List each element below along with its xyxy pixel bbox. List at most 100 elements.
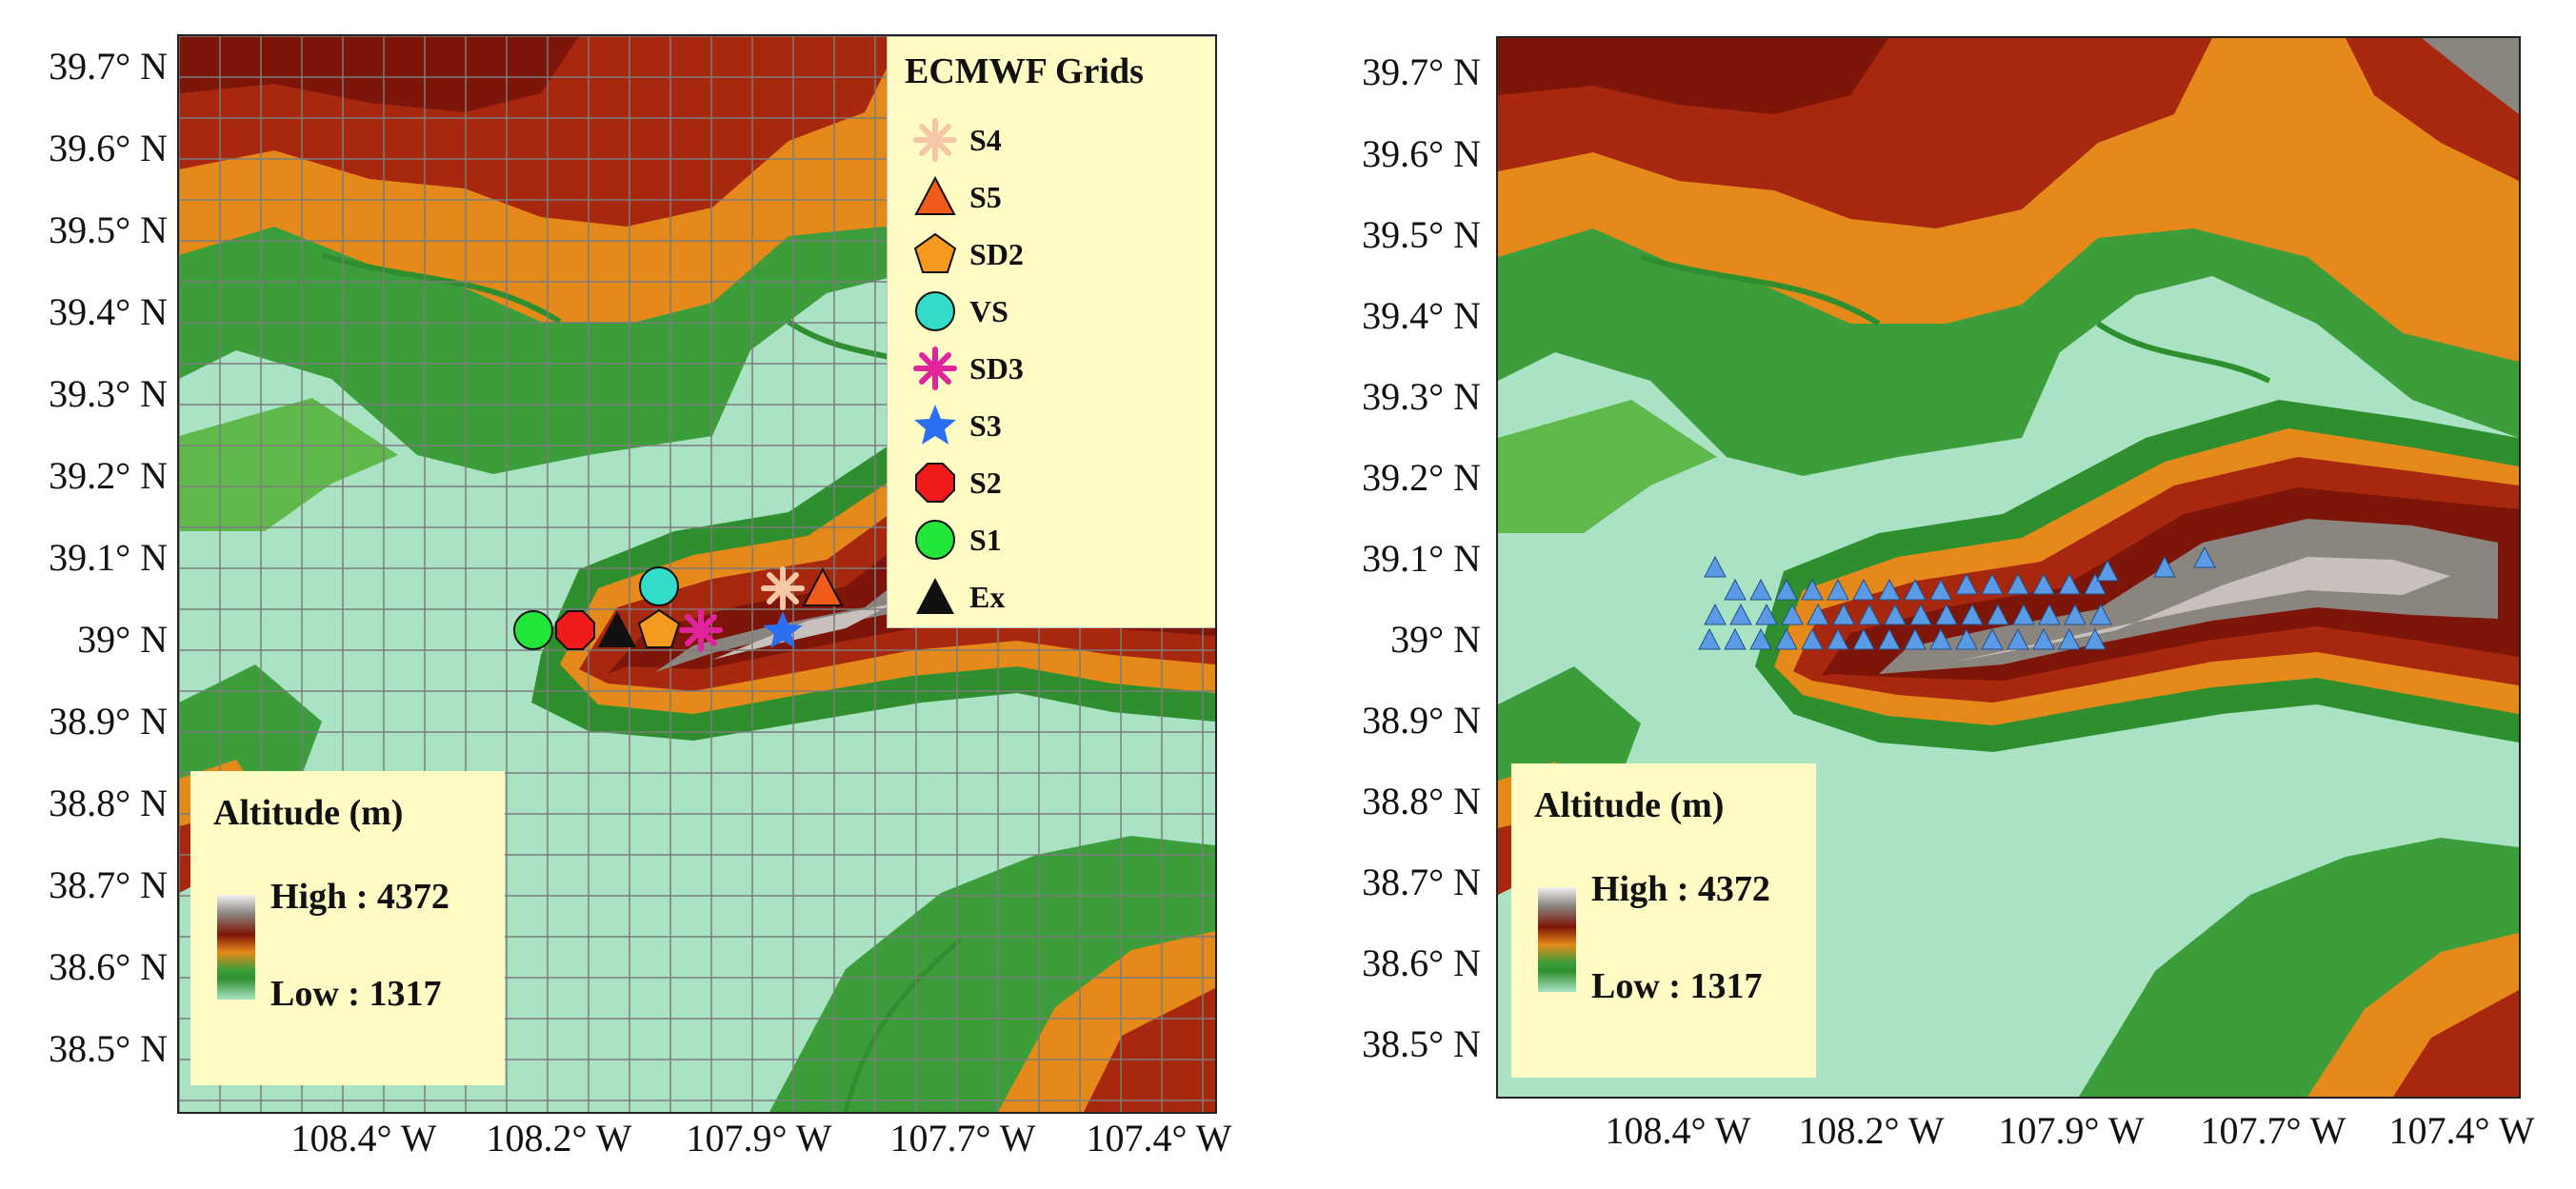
- y-tick-label: 38.8° N: [1338, 783, 1481, 821]
- legend-label: S3: [969, 408, 1002, 444]
- y-tick-label: 39.6° N: [1338, 135, 1481, 173]
- legend-item-ex: Ex: [909, 570, 1194, 624]
- asterisk-marker-icon: [909, 342, 962, 395]
- legend-label: S1: [969, 523, 1002, 558]
- station-triangle-marker: [1956, 574, 1977, 594]
- station-triangle-marker: [1776, 629, 1797, 649]
- y-tick-label: 39.4° N: [25, 293, 168, 331]
- y-tick-label: 38.6° N: [1338, 944, 1481, 982]
- station-triangle-marker: [2090, 604, 2111, 624]
- station-triangle-marker: [2194, 547, 2215, 567]
- y-tick-label: 38.7° N: [25, 866, 168, 904]
- legend-label: S4: [969, 123, 1002, 158]
- right-terrain-map: Altitude (m) High : 4372 Low : 1317: [1496, 36, 2521, 1099]
- y-tick-label: 38.5° N: [1338, 1025, 1481, 1063]
- station-triangle-marker: [1750, 629, 1771, 649]
- station-triangle-marker: [2097, 561, 2118, 581]
- station-triangle-marker: [1750, 580, 1771, 600]
- station-triangle-marker: [1725, 629, 1746, 649]
- station-triangle-marker: [1807, 604, 1828, 624]
- legend-label: Ex: [969, 580, 1005, 615]
- station-triangle-marker: [1776, 580, 1797, 600]
- legend-label: SD3: [969, 351, 1024, 386]
- x-tick-label: 107.4° W: [1064, 1120, 1254, 1158]
- circle-marker-icon: [909, 285, 962, 338]
- station-triangle-marker: [1756, 604, 1777, 624]
- legend-item-sd2: SD2: [909, 228, 1194, 281]
- triangle-marker-icon: [909, 570, 962, 624]
- station-triangle-marker: [2039, 604, 2060, 624]
- legend-item-s2: S2: [909, 456, 1194, 509]
- station-triangle-marker: [1782, 604, 1803, 624]
- octagon-marker-icon: [909, 456, 962, 509]
- x-tick-label: 108.2° W: [1776, 1112, 1967, 1150]
- s1-map-marker: [514, 611, 552, 649]
- y-tick-label: 39.2° N: [1338, 459, 1481, 497]
- legend-item-s5: S5: [909, 170, 1194, 224]
- y-tick-label: 38.9° N: [1338, 702, 1481, 740]
- station-triangle-marker: [2059, 574, 2080, 594]
- circle-marker-icon: [909, 513, 962, 566]
- legend-item-vs: VS: [909, 285, 1194, 338]
- altitude-legend: Altitude (m) High : 4372 Low : 1317: [190, 771, 505, 1085]
- triangle-marker-icon: [909, 170, 962, 224]
- station-triangle-marker: [2007, 629, 2028, 649]
- station-triangle-marker: [1725, 580, 1746, 600]
- station-triangle-marker: [2065, 604, 2086, 624]
- altitude-color-ramp: [217, 895, 255, 1000]
- station-triangle-marker: [1956, 629, 1977, 649]
- station-triangle-marker: [1905, 629, 1926, 649]
- sd3-map-marker: [682, 611, 720, 649]
- y-tick-label: 39° N: [1338, 621, 1481, 659]
- station-triangle-marker: [1905, 580, 1926, 600]
- altitude-high-label: High : 4372: [1591, 868, 1770, 910]
- station-triangle-marker: [1962, 604, 1983, 624]
- station-triangle-marker: [1853, 629, 1874, 649]
- altitude-legend-title: Altitude (m): [1534, 784, 1724, 826]
- station-triangle-marker: [1936, 604, 1957, 624]
- y-tick-label: 38.5° N: [25, 1030, 168, 1068]
- station-triangle-marker: [1699, 629, 1720, 649]
- station-triangle-marker: [2007, 574, 2028, 594]
- y-tick-label: 38.7° N: [1338, 863, 1481, 902]
- x-tick-label: 107.4° W: [2366, 1112, 2557, 1150]
- y-tick-label: 39.7° N: [25, 48, 168, 86]
- y-tick-label: 38.8° N: [25, 784, 168, 822]
- station-triangle-marker: [1802, 580, 1823, 600]
- legend-label: S5: [969, 180, 1002, 215]
- left-map-panel: 39.7° N 39.6° N 39.5° N 39.4° N 39.3° N …: [0, 0, 1276, 1189]
- x-tick-label: 107.9° W: [664, 1120, 854, 1158]
- station-triangle-marker: [1982, 629, 2003, 649]
- altitude-low-label: Low : 1317: [270, 973, 441, 1015]
- pentagon-marker-icon: [909, 228, 962, 281]
- x-tick-label: 108.4° W: [1583, 1112, 1773, 1150]
- y-tick-label: 39° N: [25, 621, 168, 659]
- station-triangle-marker: [1705, 604, 1726, 624]
- y-tick-label: 39.4° N: [1338, 297, 1481, 335]
- legend-label: S2: [969, 466, 1002, 501]
- station-triangle-marker: [2013, 604, 2034, 624]
- station-triangle-marker: [2154, 557, 2175, 577]
- altitude-high-label: High : 4372: [270, 876, 449, 918]
- x-tick-label: 107.7° W: [868, 1120, 1058, 1158]
- x-tick-label: 107.7° W: [2178, 1112, 2368, 1150]
- star-marker-icon: [909, 399, 962, 452]
- y-tick-label: 39.1° N: [1338, 540, 1481, 578]
- legend-label: VS: [969, 294, 1008, 329]
- legend-item-s1: S1: [909, 513, 1194, 566]
- s2-map-marker: [556, 611, 594, 649]
- station-triangle-marker: [1833, 604, 1854, 624]
- station-triangle-marker: [1802, 629, 1823, 649]
- station-triangle-marker: [1930, 629, 1951, 649]
- s4-map-marker: [764, 569, 802, 607]
- altitude-legend-title: Altitude (m): [213, 792, 403, 834]
- ecmwf-grids-legend: ECMWF Grids S4 S5 SD2 VS SD3: [887, 36, 1217, 628]
- station-triangle-marker: [1910, 604, 1931, 624]
- altitude-low-label: Low : 1317: [1591, 965, 1762, 1007]
- legend-item-s3: S3: [909, 399, 1194, 452]
- station-triangle-marker: [1827, 629, 1848, 649]
- legend-title: ECMWF Grids: [905, 50, 1144, 92]
- y-tick-label: 39.2° N: [25, 457, 168, 495]
- station-triangle-marker: [1987, 604, 2008, 624]
- station-triangle-marker: [1879, 629, 1900, 649]
